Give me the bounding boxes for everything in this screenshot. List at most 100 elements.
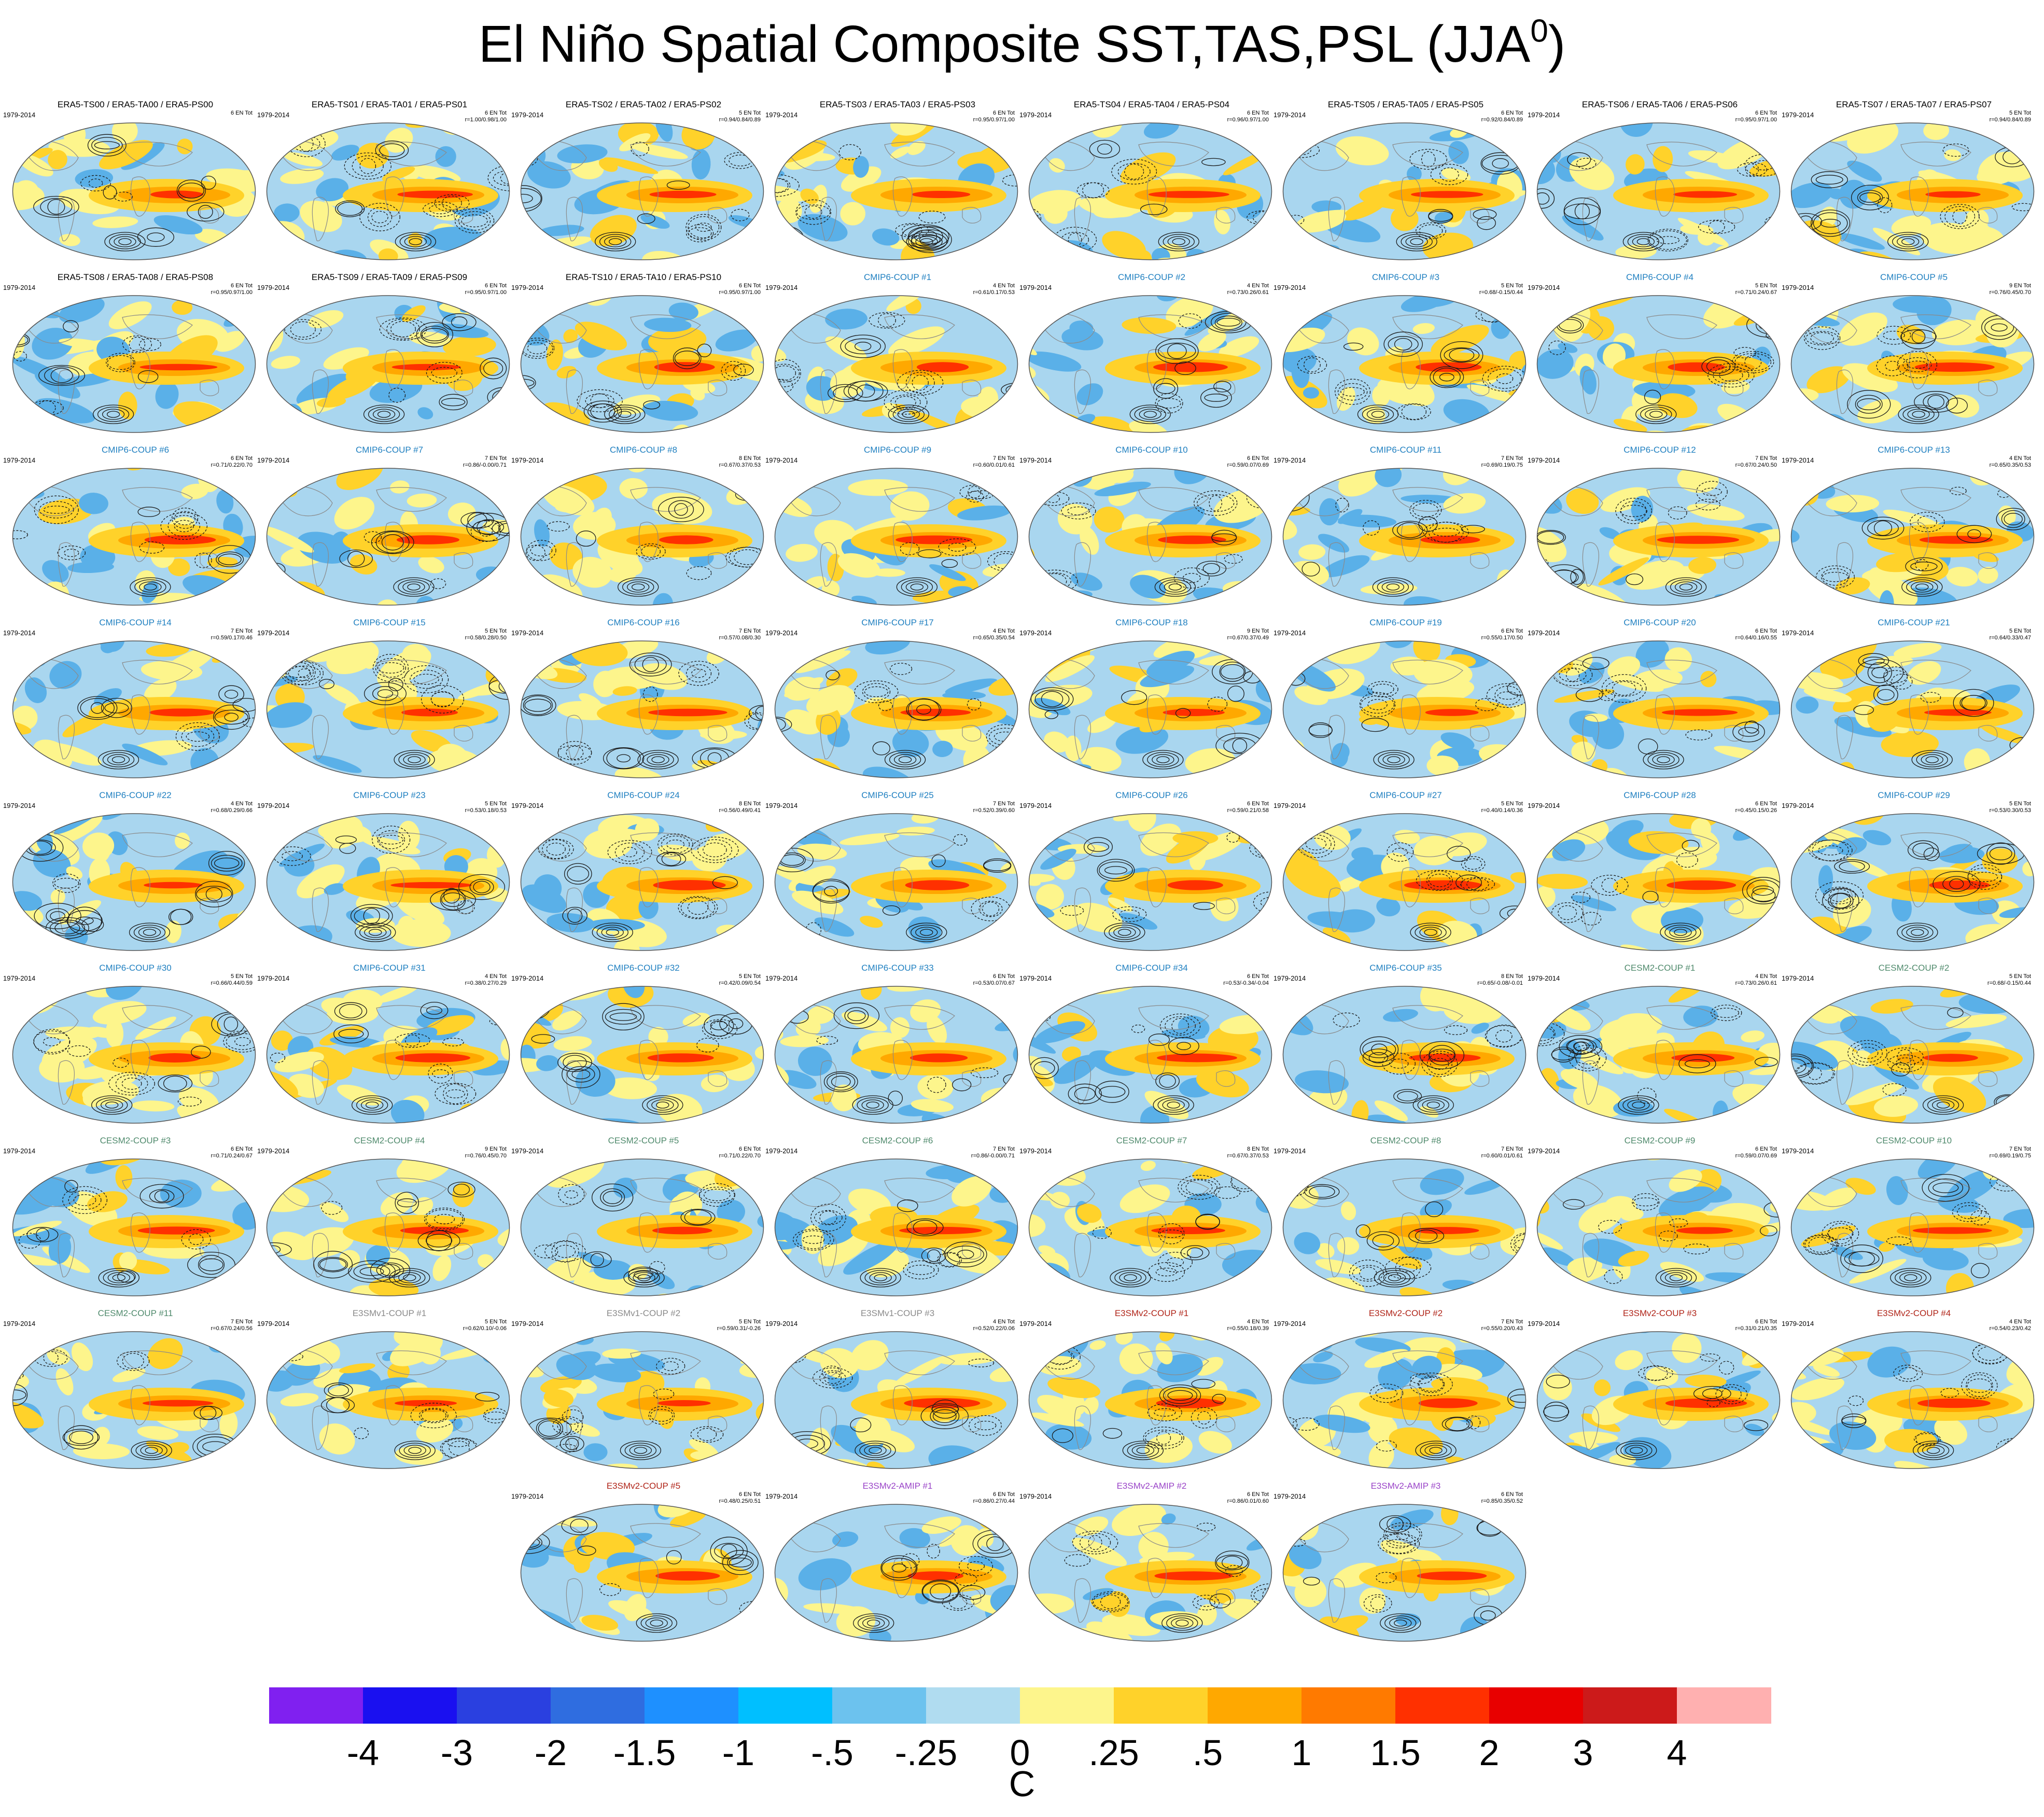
anomaly-patch [11, 385, 14, 424]
anomaly-patch [418, 556, 444, 574]
continent-outline [1401, 349, 1421, 389]
psl-contour [397, 1198, 417, 1208]
psl-contour [389, 1268, 430, 1288]
continent-outline [1401, 1385, 1421, 1425]
psl-contour [1226, 832, 1240, 843]
panel-period: 1979-2014 [257, 802, 290, 809]
psl-contour [577, 389, 623, 412]
continent-outline [1328, 887, 1345, 932]
psl-contour [63, 320, 79, 332]
psl-contour [1805, 331, 1839, 345]
panel-period: 1979-2014 [511, 974, 544, 982]
psl-contour [1640, 407, 1672, 422]
psl-contour [521, 998, 549, 1013]
psl-contour [1148, 1033, 1170, 1046]
continent-outline [376, 832, 447, 857]
continent-outline [1909, 1385, 1929, 1425]
anomaly-patch [324, 683, 360, 706]
psl-contour [1558, 905, 1577, 920]
psl-contour [565, 1437, 579, 1450]
psl-contour [1401, 234, 1433, 249]
continent-outline [566, 1405, 583, 1450]
panel-period: 1979-2014 [1019, 974, 1052, 982]
psl-contour [1366, 409, 1390, 420]
anomaly-patch [213, 1331, 247, 1338]
psl-contour [135, 1443, 167, 1458]
psl-contour [1429, 1447, 1443, 1454]
panel-event-count: 5 EN Tot [2009, 110, 2031, 116]
psl-contour [131, 1441, 172, 1460]
anomaly-patch [412, 1197, 433, 1215]
map-plot [1790, 986, 2035, 1124]
psl-contour [13, 351, 27, 362]
panel-stats: 7 EN Tot r=0.86/-0.00/0.71 [463, 455, 507, 469]
panel-title: CMIP6-COUP #13 [1878, 445, 1950, 455]
psl-contour [906, 923, 947, 942]
psl-contour [62, 1429, 100, 1446]
psl-contour [1685, 729, 1713, 740]
continent-outline [884, 1523, 955, 1548]
psl-contour [1249, 837, 1272, 859]
anomaly-patch [1144, 1433, 1193, 1463]
psl-contour [1660, 1270, 1692, 1285]
psl-contour [181, 726, 215, 747]
psl-contour [827, 1073, 856, 1091]
anomaly-patch [155, 381, 179, 409]
anomaly-patch [1826, 603, 1859, 607]
continent-outline [638, 1040, 659, 1080]
psl-contour [1858, 653, 1889, 669]
psl-contour [211, 855, 243, 872]
panel-correlation: r=0.55/0.18/0.39 [1227, 1325, 1269, 1332]
anomaly-patch [1552, 839, 1586, 861]
psl-contour [1744, 720, 1759, 734]
continent-outline [1978, 898, 1998, 914]
map-plot [1282, 1331, 1527, 1469]
psl-contour [1652, 754, 1675, 765]
panel-title: CESM2-COUP #10 [1875, 1136, 1952, 1145]
psl-contour [43, 506, 70, 514]
psl-contour [1618, 1095, 1659, 1115]
continent-outline [1646, 314, 1717, 339]
continent-outline [892, 1212, 913, 1253]
anomaly-patch [860, 916, 883, 928]
anomaly-patch [1029, 229, 1048, 251]
psl-contour [1601, 674, 1647, 703]
enso-tongue-core [905, 880, 970, 890]
enso-tongue-core [1416, 362, 1482, 372]
enso-tongue-core [1417, 1571, 1487, 1581]
map-plot [1790, 468, 2035, 607]
psl-contour [656, 1101, 669, 1109]
continent-outline [200, 380, 219, 396]
map-panel: ERA5-TS08 / ERA5-TA08 / ERA5-PS08 1979-20… [3, 272, 256, 438]
continent-outline [312, 1233, 329, 1278]
anomaly-patch [1395, 1613, 1420, 1627]
enso-tongue-core [1154, 1571, 1233, 1581]
anomaly-patch [316, 178, 349, 202]
anomaly-patch [612, 686, 637, 696]
psl-contour [561, 1516, 597, 1535]
psl-contour [1626, 573, 1644, 585]
anomaly-patch [287, 937, 308, 948]
psl-contour [69, 1430, 93, 1444]
anomaly-patch [573, 1557, 590, 1573]
map-container [1535, 1157, 1782, 1297]
psl-contour [703, 842, 727, 858]
psl-contour [592, 1183, 634, 1212]
panel-title: CMIP6-COUP #35 [1369, 963, 1442, 973]
psl-contour [905, 372, 935, 394]
psl-contour [106, 411, 120, 418]
psl-contour [376, 1262, 404, 1278]
psl-contour [557, 1418, 579, 1433]
panel-stats: 7 EN Tot r=0.67/0.24/0.50 [1735, 455, 1777, 469]
map-panel: CESM2-COUP #8 1979-2014 7 EN Tot r=0.60/0.0… [1273, 1136, 1527, 1302]
map-border [266, 1158, 510, 1296]
anomaly-patch [1044, 731, 1070, 753]
anomaly-patch [1391, 206, 1419, 231]
anomaly-patch [1600, 950, 1622, 951]
anomaly-patch [1283, 986, 1304, 1003]
anomaly-patch [563, 329, 578, 343]
psl-contour [1604, 1269, 1623, 1284]
anomaly-patch [1371, 1642, 1391, 1643]
anomaly-patch [1520, 1158, 1526, 1182]
map-plot [1028, 295, 1272, 433]
